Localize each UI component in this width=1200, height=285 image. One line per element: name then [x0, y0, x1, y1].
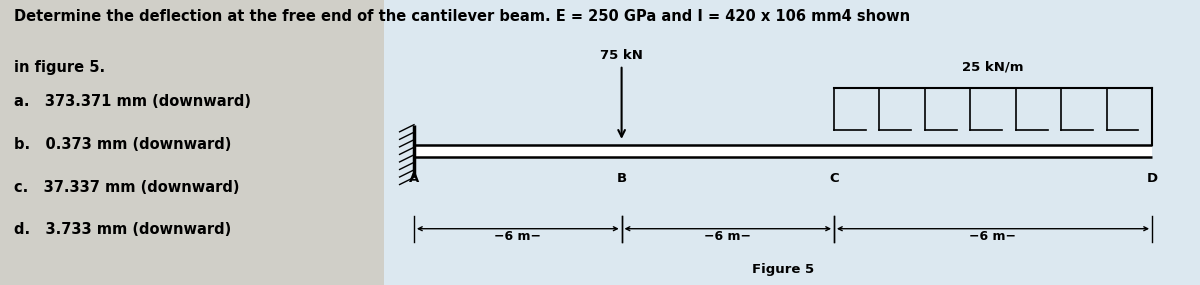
Text: B: B [617, 172, 626, 185]
Text: b.   0.373 mm (downward): b. 0.373 mm (downward) [14, 137, 232, 152]
Text: c.   37.337 mm (downward): c. 37.337 mm (downward) [14, 180, 240, 195]
Text: −6 m−: −6 m− [494, 230, 541, 243]
Text: −6 m−: −6 m− [970, 230, 1016, 243]
Text: Determine the deflection at the free end of the cantilever beam. E = 250 GPa and: Determine the deflection at the free end… [14, 9, 911, 24]
Text: 75 kN: 75 kN [600, 49, 643, 62]
Text: d.   3.733 mm (downward): d. 3.733 mm (downward) [14, 222, 232, 237]
Text: A: A [409, 172, 419, 185]
Text: −6 m−: −6 m− [704, 230, 751, 243]
Text: C: C [829, 172, 839, 185]
FancyBboxPatch shape [414, 144, 1152, 157]
FancyBboxPatch shape [0, 0, 384, 285]
Text: a.   373.371 mm (downward): a. 373.371 mm (downward) [14, 94, 252, 109]
Text: 25 kN/m: 25 kN/m [962, 60, 1024, 73]
Text: Figure 5: Figure 5 [752, 263, 814, 276]
Text: in figure 5.: in figure 5. [14, 60, 106, 75]
Text: D: D [1146, 172, 1158, 185]
